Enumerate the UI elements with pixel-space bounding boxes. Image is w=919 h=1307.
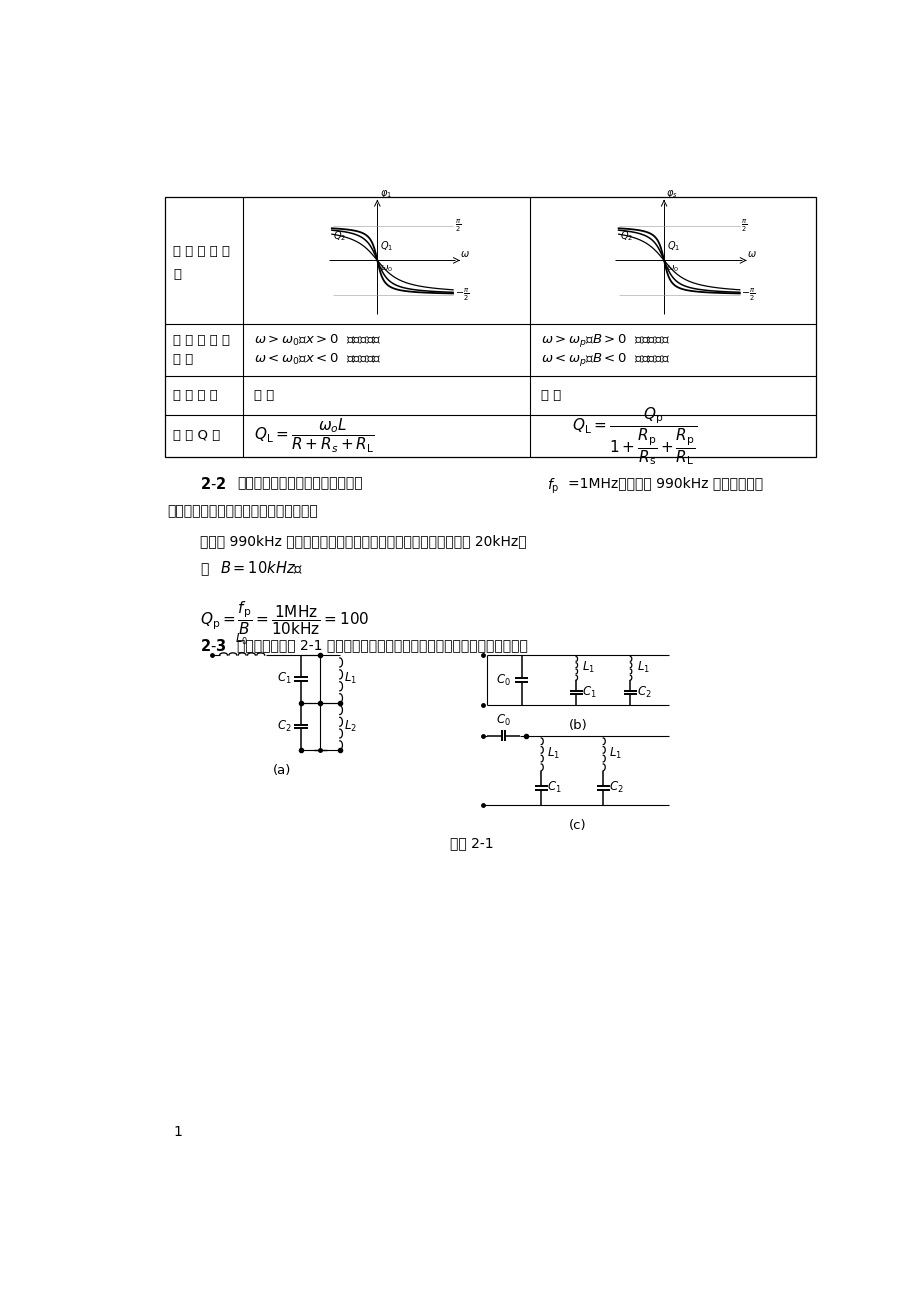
Text: $Q_{\rm p} = \dfrac{f_{\rm p}}{B} = \dfrac{1{\rm MHz}}{10{\rm kHz}} = 100$: $Q_{\rm p} = \dfrac{f_{\rm p}}{B} = \dfr… (200, 600, 369, 638)
Text: 最 大: 最 大 (540, 389, 561, 403)
Text: $\omega_0$: $\omega_0$ (665, 264, 679, 274)
Text: $Q_{\rm L} = \dfrac{Q_{\rm p}}{1+\dfrac{R_{\rm p}}{R_{\rm s}}+\dfrac{R_{\rm p}}{: $Q_{\rm L} = \dfrac{Q_{\rm p}}{1+\dfrac{… (572, 405, 698, 467)
Text: $\mathbf{2\text{-}2}$: $\mathbf{2\text{-}2}$ (200, 476, 226, 493)
Text: $C_0$: $C_0$ (495, 673, 510, 687)
Text: $\frac{\pi}{2}$: $\frac{\pi}{2}$ (741, 217, 747, 234)
Text: (a): (a) (272, 763, 290, 776)
Text: 谐 振 电 阻: 谐 振 电 阻 (173, 389, 218, 403)
Text: 取: 取 (200, 562, 209, 576)
Text: $\omega<\omega_0$，$x<0$  回路呈容性: $\omega<\omega_0$，$x<0$ 回路呈容性 (255, 352, 381, 367)
Text: 题图 2-1: 题图 2-1 (449, 836, 493, 850)
Text: $\omega<\omega_p$，$B<0$  回路呈感性: $\omega<\omega_p$，$B<0$ 回路呈感性 (540, 350, 669, 367)
Text: $C_1$: $C_1$ (582, 685, 596, 701)
Bar (165, 197, 815, 457)
Text: ω: ω (460, 248, 469, 259)
Text: $L_1$: $L_1$ (547, 746, 560, 761)
Text: $-\frac{\pi}{2}$: $-\frac{\pi}{2}$ (741, 286, 755, 303)
Text: 特 性: 特 性 (173, 353, 193, 366)
Text: 失 谐 时 阻 抗: 失 谐 时 阻 抗 (173, 335, 230, 348)
Text: $L_1$: $L_1$ (636, 660, 649, 676)
Text: 有 载 Q 值: 有 载 Q 值 (173, 430, 221, 443)
Text: $C_0$: $C_0$ (495, 714, 510, 728)
Text: $\omega_0$: $\omega_0$ (380, 264, 392, 274)
Text: $C_1$: $C_1$ (277, 672, 291, 686)
Text: $\omega>\omega_p$，$B>0$  回路呈容性: $\omega>\omega_p$，$B>0$ 回路呈容性 (540, 332, 669, 349)
Text: $\varphi_1$: $\varphi_1$ (380, 188, 391, 200)
Text: 足够的衰减，问该并联回路应如何设计？: 足够的衰减，问该并联回路应如何设计？ (167, 505, 318, 518)
Text: $-\frac{\pi}{2}$: $-\frac{\pi}{2}$ (454, 286, 469, 303)
Text: 最 小: 最 小 (255, 389, 275, 403)
Text: 已知某一并联谐振回路的谐振频率: 已知某一并联谐振回路的谐振频率 (237, 476, 363, 490)
Text: $L_2$: $L_2$ (344, 719, 357, 733)
Text: $Q_2$: $Q_2$ (333, 230, 346, 243)
Text: (b): (b) (568, 719, 587, 732)
Text: $C_2$: $C_2$ (636, 685, 651, 701)
Text: $C_1$: $C_1$ (547, 780, 562, 796)
Text: $C_2$: $C_2$ (277, 719, 291, 733)
Text: =1MHz，要求对 990kHz 的干扰信号有: =1MHz，要求对 990kHz 的干扰信号有 (568, 476, 763, 490)
Text: $\mathbf{2\text{-}3}$: $\mathbf{2\text{-}3}$ (200, 638, 226, 654)
Text: $L_1$: $L_1$ (344, 672, 357, 686)
Text: 线: 线 (173, 268, 181, 281)
Text: $Q_2$: $Q_2$ (619, 230, 632, 243)
Text: $\omega>\omega_0$，$x>0$  回路呈感性: $\omega>\omega_0$，$x>0$ 回路呈感性 (255, 333, 381, 349)
Text: $Q_1$: $Q_1$ (666, 239, 680, 252)
Text: 1: 1 (173, 1124, 182, 1138)
Text: $L_1$: $L_1$ (608, 746, 622, 761)
Text: (c): (c) (569, 819, 586, 833)
Text: $L_1$: $L_1$ (582, 660, 595, 676)
Text: $Q_1$: $Q_1$ (380, 239, 393, 252)
Text: $\varphi_s$: $\varphi_s$ (665, 188, 677, 200)
Text: 相 频 特 性 曲: 相 频 特 性 曲 (173, 244, 230, 257)
Text: $\frac{\pi}{2}$: $\frac{\pi}{2}$ (454, 217, 460, 234)
Text: $Q_{\rm L} = \dfrac{\omega_o L}{R + R_s + R_{\rm L}}$: $Q_{\rm L} = \dfrac{\omega_o L}{R + R_s … (255, 417, 375, 455)
Text: $L_0$: $L_0$ (234, 633, 247, 647)
Text: $f_{\rm p}$: $f_{\rm p}$ (547, 476, 560, 495)
Text: 为了对 990kHz 的干扰信号有足够的衰减，回路的通频带必须小于 20kHz。: 为了对 990kHz 的干扰信号有足够的衰减，回路的通频带必须小于 20kHz。 (200, 535, 527, 548)
Text: $B = 10kHz$，: $B = 10kHz$， (221, 559, 303, 576)
Text: $C_2$: $C_2$ (608, 780, 623, 796)
Text: 试定性分析题图 2-1 所示电路在什么情况下呈现串联谐振或并联谐振状态？: 试定性分析题图 2-1 所示电路在什么情况下呈现串联谐振或并联谐振状态？ (237, 638, 528, 652)
Text: ω: ω (747, 248, 754, 259)
